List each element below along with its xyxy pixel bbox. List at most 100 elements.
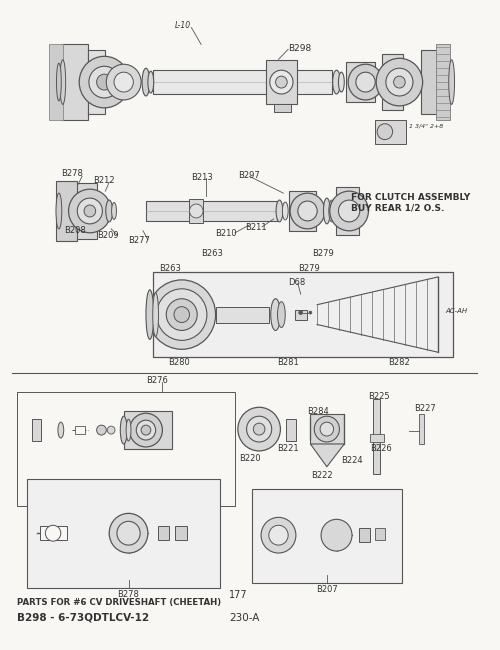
Text: B212: B212 xyxy=(92,176,114,185)
Bar xyxy=(49,44,63,120)
Bar xyxy=(216,307,269,322)
Circle shape xyxy=(290,193,325,229)
Circle shape xyxy=(190,204,203,218)
Circle shape xyxy=(114,72,134,92)
Bar xyxy=(124,411,172,449)
Text: B279: B279 xyxy=(312,249,334,257)
Text: 177: 177 xyxy=(228,590,247,600)
Bar xyxy=(266,60,297,104)
Circle shape xyxy=(269,525,288,545)
Text: B276: B276 xyxy=(146,376,168,385)
Ellipse shape xyxy=(126,419,131,441)
Ellipse shape xyxy=(148,72,154,93)
Text: B298 - 6-73QDTLCV-12: B298 - 6-73QDTLCV-12 xyxy=(18,612,150,623)
Circle shape xyxy=(261,517,296,553)
Bar xyxy=(146,201,276,221)
Circle shape xyxy=(314,416,340,442)
Circle shape xyxy=(78,198,102,224)
Text: B210: B210 xyxy=(216,229,237,238)
Circle shape xyxy=(376,58,422,106)
Text: B227: B227 xyxy=(414,404,436,413)
Circle shape xyxy=(130,413,162,447)
Text: B226: B226 xyxy=(370,444,392,453)
Bar xyxy=(375,528,385,540)
Circle shape xyxy=(96,74,112,90)
Text: B263: B263 xyxy=(160,263,182,272)
Text: B209: B209 xyxy=(98,231,119,240)
Text: B213: B213 xyxy=(192,174,213,182)
Text: B211: B211 xyxy=(244,223,266,232)
Bar xyxy=(420,50,438,114)
Ellipse shape xyxy=(276,200,283,222)
Circle shape xyxy=(79,57,130,108)
Bar xyxy=(295,309,306,320)
Ellipse shape xyxy=(106,200,112,222)
Bar xyxy=(56,181,78,240)
Text: B280: B280 xyxy=(168,358,190,367)
Circle shape xyxy=(386,68,413,96)
Text: B221: B221 xyxy=(278,444,299,453)
Bar xyxy=(32,419,42,441)
Ellipse shape xyxy=(338,72,344,92)
Circle shape xyxy=(106,64,141,100)
Text: B278: B278 xyxy=(118,590,140,599)
Bar xyxy=(382,55,404,110)
Bar xyxy=(190,199,203,223)
Circle shape xyxy=(246,416,272,442)
Circle shape xyxy=(156,289,207,341)
Ellipse shape xyxy=(146,290,154,339)
Text: AC-AH: AC-AH xyxy=(446,308,468,314)
Circle shape xyxy=(166,299,197,330)
Text: B298: B298 xyxy=(288,44,312,53)
Circle shape xyxy=(298,201,317,221)
Circle shape xyxy=(356,72,375,92)
Circle shape xyxy=(238,408,281,451)
Circle shape xyxy=(68,189,111,233)
Ellipse shape xyxy=(120,416,127,444)
Ellipse shape xyxy=(329,200,334,222)
Bar xyxy=(40,526,66,540)
Text: B224: B224 xyxy=(342,456,363,465)
Ellipse shape xyxy=(270,299,280,330)
Ellipse shape xyxy=(152,292,158,337)
Circle shape xyxy=(330,191,368,231)
Circle shape xyxy=(377,124,392,140)
Bar xyxy=(370,434,384,442)
Text: 230-A: 230-A xyxy=(230,612,260,623)
Text: L-10: L-10 xyxy=(175,21,191,30)
Ellipse shape xyxy=(142,68,150,96)
Bar xyxy=(310,414,344,444)
Circle shape xyxy=(141,425,151,435)
Text: FOR CLUTCH ASSEMBLY: FOR CLUTCH ASSEMBLY xyxy=(351,193,470,202)
Bar xyxy=(61,44,88,120)
Text: B279: B279 xyxy=(298,263,320,272)
Text: B278: B278 xyxy=(61,170,82,178)
Circle shape xyxy=(320,422,334,436)
Text: B207: B207 xyxy=(316,585,338,593)
Bar xyxy=(252,489,402,583)
Bar xyxy=(175,526,186,540)
Circle shape xyxy=(117,521,140,545)
Text: BUY REAR 1/2 O.S.: BUY REAR 1/2 O.S. xyxy=(351,203,444,212)
Circle shape xyxy=(109,514,148,553)
Ellipse shape xyxy=(112,203,116,220)
Bar xyxy=(375,120,406,144)
Bar xyxy=(76,426,85,434)
Circle shape xyxy=(348,64,383,100)
Text: D68: D68 xyxy=(288,278,306,287)
Ellipse shape xyxy=(324,198,330,224)
Ellipse shape xyxy=(332,70,340,94)
Ellipse shape xyxy=(56,193,62,229)
Circle shape xyxy=(254,423,265,435)
Bar xyxy=(152,70,332,94)
Bar xyxy=(76,183,96,239)
Text: B282: B282 xyxy=(388,358,410,367)
Bar xyxy=(374,399,380,474)
Circle shape xyxy=(299,311,302,315)
Circle shape xyxy=(148,280,216,349)
Bar xyxy=(289,191,316,231)
Ellipse shape xyxy=(56,63,62,101)
Circle shape xyxy=(270,70,293,94)
Circle shape xyxy=(108,426,115,434)
Text: B277: B277 xyxy=(128,236,150,245)
